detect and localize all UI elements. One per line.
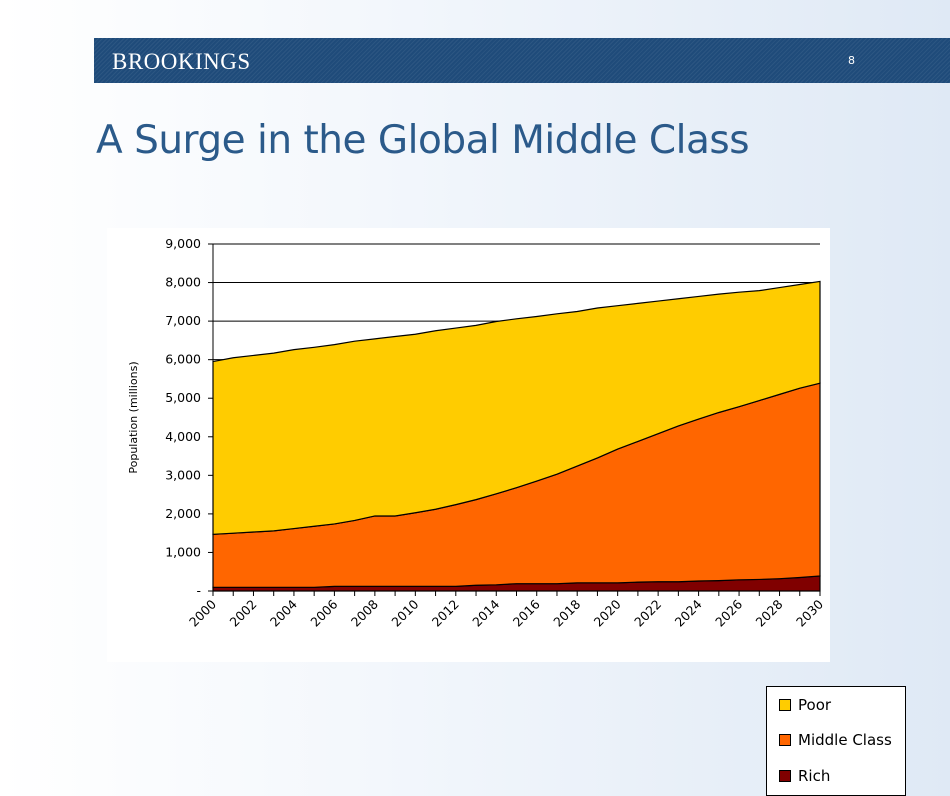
y-tick-label: 3,000 [165,467,201,482]
x-tick-label: 2018 [550,596,583,629]
area-poor [212,280,821,535]
x-tick-label: 2016 [510,596,543,629]
y-tick-label: 2,000 [165,506,201,521]
y-tick-label: 7,000 [165,313,201,328]
legend-item-poor: Poor [779,696,831,714]
x-tick-label: 2012 [429,597,462,630]
x-tick-label: 2008 [348,596,381,629]
x-tick-label: 2010 [388,596,421,629]
x-tick-label: 2020 [591,596,624,629]
page-number: 8 [848,54,855,67]
x-tick-label: 2028 [753,596,786,629]
x-tick-label: 2024 [672,596,705,629]
slide-title: A Surge in the Global Middle Class [96,118,750,163]
x-tick-label: 2000 [186,596,219,629]
x-tick-label: 2006 [307,596,340,629]
x-tick-label: 2026 [712,596,745,629]
x-tick-label: 2022 [631,597,664,630]
y-tick-label: 1,000 [165,544,201,559]
y-tick-label: 8,000 [165,275,201,290]
y-tick-label: 9,000 [165,236,201,251]
legend-swatch [779,770,791,782]
y-tick-label: 4,000 [165,429,201,444]
brookings-logo: BROOKINGS [112,49,251,74]
legend: Poor Middle Class Rich [766,686,906,796]
header-bar: BROOKINGS 8 [94,38,950,83]
x-tick-label: 2014 [469,596,502,629]
legend-swatch [779,699,791,711]
legend-swatch [779,734,791,746]
x-tick-label: 2002 [226,597,259,630]
y-tick-label: - [196,583,201,598]
y-axis-label: Population (millions) [127,361,140,473]
legend-label: Middle Class [798,731,892,749]
chart-panel: - 1,000 2,000 3,000 4,000 5,000 6,000 7,000 8,00… [107,228,906,796]
y-tick-label: 6,000 [165,352,201,367]
stacked-area-chart: - 1,000 2,000 3,000 4,000 5,000 6,000 7,000 8,00… [127,236,826,630]
y-tick-label: 5,000 [165,390,201,405]
x-tick-label: 2030 [793,596,826,629]
legend-item-middle-class: Middle Class [779,731,892,749]
legend-item-rich: Rich [779,767,830,785]
legend-label: Rich [798,767,831,785]
x-tick-label: 2004 [267,596,300,629]
legend-label: Poor [798,696,832,714]
